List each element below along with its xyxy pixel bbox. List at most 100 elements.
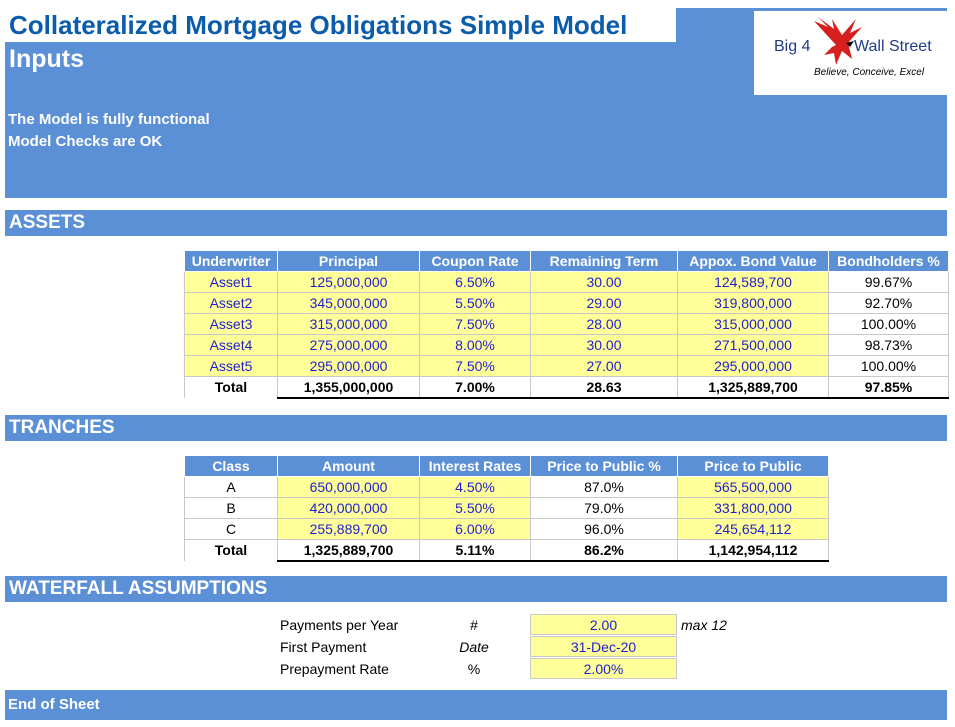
value-cell: 87.0%	[530, 476, 678, 498]
input-cell[interactable]: 315,000,000	[677, 313, 829, 335]
section-assets-label: ASSETS	[9, 212, 86, 233]
input-cell[interactable]: 5.50%	[419, 497, 531, 519]
input-cell[interactable]: 6.50%	[419, 271, 531, 293]
section-end: End of Sheet	[5, 690, 947, 720]
col-header: Appox. Bond Value	[677, 250, 829, 272]
waterfall-input[interactable]: 2.00	[530, 614, 677, 635]
input-cell[interactable]: Asset1	[184, 271, 278, 293]
table-row: Asset1 125,000,000 6.50% 30.00 124,589,700 99…	[184, 271, 949, 293]
input-cell[interactable]: 245,654,112	[677, 518, 829, 540]
table-row: Asset3 315,000,000 7.50% 28.00 315,000,000 10…	[184, 313, 949, 335]
input-cell[interactable]: 29.00	[530, 292, 678, 314]
input-cell[interactable]: 420,000,000	[277, 497, 420, 519]
input-cell[interactable]: Asset5	[184, 355, 278, 377]
input-cell[interactable]: 315,000,000	[277, 313, 420, 335]
section-waterfall: WATERFALL ASSUMPTIONS	[5, 576, 947, 602]
col-header: Price to Public %	[530, 455, 678, 477]
col-header: Class	[184, 455, 278, 477]
input-cell[interactable]: 331,800,000	[677, 497, 829, 519]
value-cell: 100.00%	[828, 313, 949, 335]
table-row: C 255,889,700 6.00% 96.0% 245,654,112	[184, 518, 829, 540]
input-cell[interactable]: Asset4	[184, 334, 278, 356]
col-header: Bondholders %	[828, 250, 949, 272]
input-cell[interactable]: Asset2	[184, 292, 278, 314]
input-cell[interactable]: 295,000,000	[277, 355, 420, 377]
input-cell[interactable]: 7.50%	[419, 313, 531, 335]
input-cell[interactable]: 6.00%	[419, 518, 531, 540]
input-cell[interactable]: Asset3	[184, 313, 278, 335]
total-label: Total	[184, 376, 278, 398]
total-cell: 86.2%	[530, 539, 678, 562]
total-cell: 1,325,889,700	[277, 539, 420, 562]
input-cell[interactable]: 650,000,000	[277, 476, 420, 498]
logo-tagline: Believe, Conceive, Excel	[814, 67, 925, 78]
value-cell: 98.73%	[828, 334, 949, 356]
input-cell[interactable]: 28.00	[530, 313, 678, 335]
total-cell: 1,355,000,000	[277, 376, 420, 399]
total-row: Total 1,325,889,700 5.11% 86.2% 1,142,954,11…	[184, 539, 829, 562]
status-line-functional: The Model is fully functional	[8, 111, 210, 128]
col-header: Underwriter	[184, 250, 278, 272]
col-header: Coupon Rate	[419, 250, 531, 272]
input-cell[interactable]: 255,889,700	[277, 518, 420, 540]
waterfall-note: max 12	[681, 617, 727, 633]
input-cell[interactable]: 271,500,000	[677, 334, 829, 356]
total-label: Total	[184, 539, 278, 561]
table-row: Asset5 295,000,000 7.50% 27.00 295,000,000 10…	[184, 355, 949, 377]
total-cell: 28.63	[530, 376, 678, 399]
value-cell: 79.0%	[530, 497, 678, 519]
table-row: Asset4 275,000,000 8.00% 30.00 271,500,000 98…	[184, 334, 949, 356]
input-cell[interactable]: 295,000,000	[677, 355, 829, 377]
value-cell: 99.67%	[828, 271, 949, 293]
total-cell: 7.00%	[419, 376, 531, 399]
value-cell: C	[184, 518, 278, 540]
inputs-heading: Inputs	[9, 45, 84, 73]
logo-brand-left: Big 4	[774, 38, 811, 55]
input-cell[interactable]: 27.00	[530, 355, 678, 377]
table-row: A 650,000,000 4.50% 87.0% 565,500,000	[184, 476, 829, 498]
input-cell[interactable]: 319,800,000	[677, 292, 829, 314]
tranches-header-row: Class Amount Interest Rates Price to Pub…	[184, 455, 829, 477]
big4-wallstreet-logo: Big 4 Wall Street Believe, Conceive, Exc…	[754, 11, 947, 95]
col-header: Amount	[277, 455, 420, 477]
input-cell[interactable]: 124,589,700	[677, 271, 829, 293]
total-cell: 1,325,889,700	[677, 376, 829, 399]
assets-header-row: Underwriter Principal Coupon Rate Remain…	[184, 250, 949, 272]
section-tranches: TRANCHES	[5, 415, 947, 441]
total-cell: 5.11%	[419, 539, 531, 562]
value-cell: 100.00%	[828, 355, 949, 377]
total-cell: 1,142,954,112	[677, 539, 829, 562]
input-cell[interactable]: 30.00	[530, 271, 678, 293]
value-cell: 92.70%	[828, 292, 949, 314]
input-cell[interactable]: 565,500,000	[677, 476, 829, 498]
input-cell[interactable]: 5.50%	[419, 292, 531, 314]
waterfall-label: Payments per Year	[280, 617, 399, 633]
input-cell[interactable]: 30.00	[530, 334, 678, 356]
logo-brand-right: Wall Street	[854, 38, 932, 55]
eagle-icon	[814, 17, 862, 65]
status-line-checks: Model Checks are OK	[8, 133, 163, 150]
input-cell[interactable]: 8.00%	[419, 334, 531, 356]
page-title: Collateralized Mortgage Obligations Simp…	[5, 8, 676, 42]
end-of-sheet-label: End of Sheet	[8, 696, 100, 713]
table-row: Asset2 345,000,000 5.50% 29.00 319,800,000 92…	[184, 292, 949, 314]
input-cell[interactable]: 345,000,000	[277, 292, 420, 314]
input-cell[interactable]: 4.50%	[419, 476, 531, 498]
col-header: Principal	[277, 250, 420, 272]
value-cell: A	[184, 476, 278, 498]
waterfall-input[interactable]: 31-Dec-20	[530, 636, 677, 657]
total-cell: 97.85%	[828, 376, 949, 399]
col-header: Interest Rates	[419, 455, 531, 477]
input-cell[interactable]: 125,000,000	[277, 271, 420, 293]
value-cell: 96.0%	[530, 518, 678, 540]
waterfall-unit: #	[470, 617, 478, 633]
section-tranches-label: TRANCHES	[9, 417, 115, 438]
input-cell[interactable]: 275,000,000	[277, 334, 420, 356]
assets-table: Underwriter Principal Coupon Rate Remain…	[184, 250, 949, 399]
waterfall-unit: %	[467, 661, 481, 677]
input-cell[interactable]: 7.50%	[419, 355, 531, 377]
section-waterfall-label: WATERFALL ASSUMPTIONS	[9, 578, 268, 599]
col-header: Remaining Term	[530, 250, 678, 272]
waterfall-input[interactable]: 2.00%	[530, 658, 677, 679]
value-cell: B	[184, 497, 278, 519]
